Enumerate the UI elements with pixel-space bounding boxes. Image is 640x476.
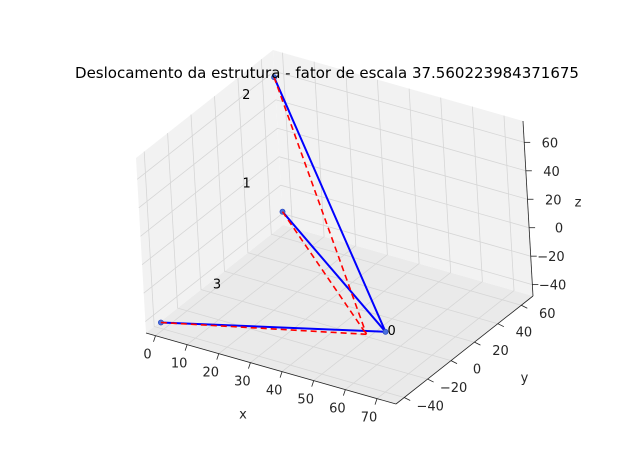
- member-line: [281, 211, 368, 335]
- y-tick: [521, 304, 528, 309]
- z-gridline: [140, 127, 528, 237]
- z-tick-label: 0: [555, 222, 563, 237]
- z-tick-label: 20: [545, 193, 562, 208]
- node-marker: [382, 328, 389, 335]
- y-tick-label: −20: [440, 381, 467, 396]
- x-gridline: [281, 88, 420, 372]
- x-tick-label: 70: [361, 411, 378, 426]
- member-line: [273, 76, 368, 335]
- x-axis-line: [145, 332, 397, 405]
- x-tick: [374, 398, 378, 405]
- y-gridline: [143, 151, 405, 398]
- x-tick-label: 0: [143, 348, 151, 363]
- x-gridline: [313, 97, 452, 381]
- z-axis-line: [522, 120, 534, 297]
- node-label-3: 3: [213, 278, 221, 293]
- member-line: [160, 321, 367, 336]
- z-gridline: [141, 156, 530, 266]
- axis-lines: [145, 120, 534, 405]
- z-tick-label: −40: [539, 279, 566, 294]
- y-gridline: [260, 59, 522, 306]
- node-label-2: 2: [242, 88, 250, 103]
- x-tick: [311, 380, 315, 387]
- y-tick-label: 40: [516, 326, 533, 341]
- y-gridline: [214, 96, 475, 343]
- tick-labels: 010203040506070−40−200204060−40−20020406…: [143, 136, 566, 425]
- chart-title: Deslocamento da estrutura - fator de esc…: [75, 64, 579, 82]
- x-tick: [184, 344, 188, 351]
- y-tick: [497, 323, 505, 328]
- pane-back: [273, 50, 533, 296]
- x-gridline: [376, 115, 515, 399]
- z-gridline: [143, 184, 531, 294]
- x-tick: [248, 362, 251, 369]
- x-tick-label: 50: [297, 393, 314, 408]
- data-series: [157, 74, 389, 336]
- member-line: [160, 321, 386, 333]
- z-tick-label: −20: [537, 250, 564, 265]
- y-gridline: [237, 77, 499, 325]
- original-structure: [157, 74, 389, 335]
- x-gridline: [186, 61, 325, 346]
- y-axis-line: [395, 295, 534, 405]
- y-tick-label: 20: [492, 344, 509, 359]
- y-tick: [404, 397, 411, 401]
- node-label-1: 1: [243, 177, 251, 192]
- x-tick-label: 10: [171, 357, 188, 372]
- member-line: [281, 211, 387, 333]
- node-labels: 0 1 2 3: [213, 88, 396, 339]
- x-gridline: [218, 70, 357, 355]
- z-tick-label: 60: [542, 136, 559, 151]
- node-label-0: 0: [388, 324, 396, 339]
- x-tick-label: 60: [329, 402, 346, 417]
- y-tick: [427, 378, 434, 383]
- x-gridline: [345, 106, 483, 390]
- x-axis-title: x: [239, 408, 247, 423]
- deformed-structure: [160, 76, 368, 336]
- z-tick-label: 40: [543, 165, 560, 180]
- pane-left: [136, 50, 283, 333]
- member-line: [273, 76, 387, 333]
- z-gridline: [136, 70, 525, 180]
- x-tick-label: 20: [203, 366, 220, 381]
- z-axis-title: z: [575, 196, 582, 211]
- x-tick: [216, 353, 220, 360]
- x-gridline: [250, 79, 388, 364]
- x-tick: [279, 371, 283, 378]
- y-axis-title: y: [521, 371, 529, 386]
- pane-floor: [146, 225, 533, 404]
- y-tick-label: −40: [416, 400, 443, 415]
- x-tick-label: 30: [234, 375, 251, 390]
- x-tick-label: 40: [266, 384, 283, 399]
- x-tick: [342, 389, 346, 396]
- x-tick: [153, 335, 156, 342]
- y-gridline: [167, 133, 428, 380]
- y-tick-label: 0: [473, 363, 481, 378]
- y-gridline: [190, 114, 452, 361]
- y-tick-label: 60: [539, 307, 556, 322]
- y-tick: [474, 341, 481, 346]
- z-gridline: [138, 99, 526, 209]
- y-tick: [450, 360, 458, 364]
